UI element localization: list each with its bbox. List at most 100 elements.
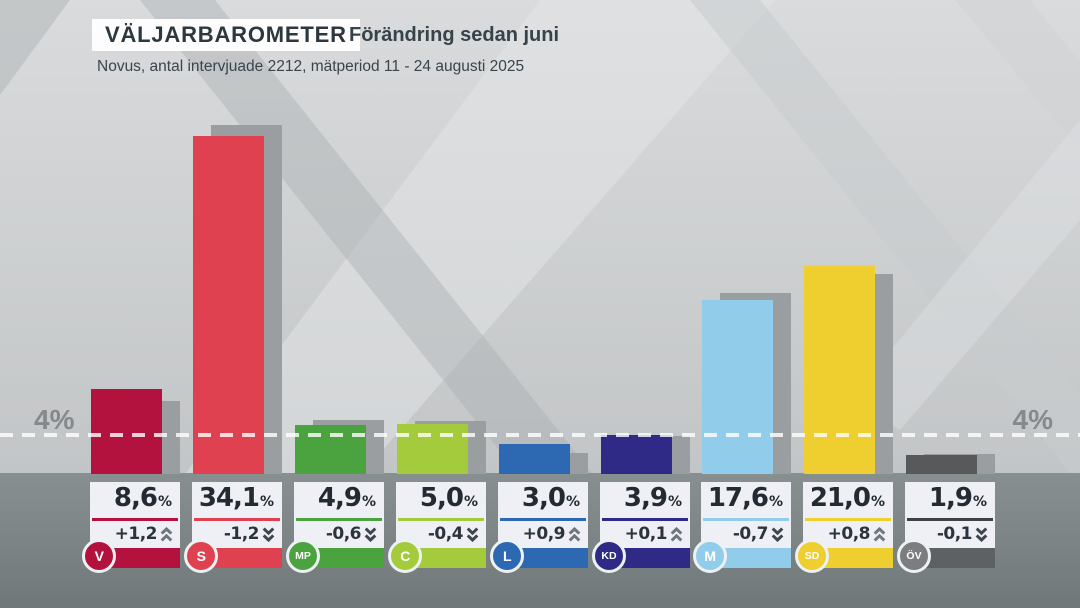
value-row: 4,9%	[298, 483, 376, 513]
party-group-S: 34,1% -1,2 S	[184, 0, 282, 608]
party-color-divider	[194, 518, 280, 521]
party-color-divider	[92, 518, 178, 521]
party-group-KD: 3,9% +0,1 KD	[592, 0, 690, 608]
chevron-double-up-icon	[568, 526, 581, 541]
value-row: 8,6%	[94, 483, 172, 513]
percent-sign: %	[870, 494, 885, 510]
percent-sign: %	[667, 494, 682, 510]
value-card: 1,9% -0,1	[905, 482, 995, 548]
party-bar-M	[702, 300, 773, 474]
change-label: -0,6	[325, 524, 362, 544]
value-label: 3,9	[623, 483, 668, 513]
value-label: 34,1	[198, 483, 260, 513]
party-badge-MP: MP	[286, 539, 320, 573]
source-line: Novus, antal intervjuade 2212, mätperiod…	[97, 58, 525, 75]
change-row: +1,2	[94, 521, 173, 547]
value-row: 3,9%	[604, 483, 682, 513]
party-badge-ÖV: ÖV	[897, 539, 931, 573]
change-label: +1,2	[114, 524, 158, 544]
change-label: +0,1	[624, 524, 668, 544]
value-card: 21,0% +0,8	[803, 482, 893, 548]
change-row: -0,1	[909, 521, 988, 547]
party-badge-V: V	[82, 539, 116, 573]
value-card: 3,0% +0,9	[498, 482, 588, 548]
party-bar-C	[397, 424, 468, 474]
value-label: 3,0	[521, 483, 566, 513]
party-color-divider	[602, 518, 688, 521]
title-box: VÄLJARBAROMETER	[92, 19, 360, 51]
percent-sign: %	[768, 494, 783, 510]
percent-sign: %	[565, 494, 580, 510]
party-group-C: 5,0% -0,4 C	[388, 0, 486, 608]
party-group-V: 8,6% +1,2 V	[82, 0, 180, 608]
change-row: -1,2	[196, 521, 275, 547]
value-card: 17,6% -0,7	[701, 482, 791, 548]
change-label: +0,8	[827, 524, 871, 544]
threshold-line-4pct	[0, 433, 1080, 437]
party-bar-V	[91, 389, 162, 474]
page-title: VÄLJARBAROMETER	[105, 22, 347, 47]
threshold-label-left: 4%	[34, 404, 75, 435]
chevron-double-down-icon	[975, 527, 988, 542]
value-row: 21,0%	[807, 483, 885, 513]
change-label: -0,1	[936, 524, 973, 544]
value-label: 8,6	[113, 483, 158, 513]
party-group-L: 3,0% +0,9 L	[490, 0, 588, 608]
change-row: -0,7	[705, 521, 784, 547]
value-label: 4,9	[317, 483, 362, 513]
party-group-M: 17,6% -0,7 M	[693, 0, 791, 608]
party-badge-SD: SD	[795, 539, 829, 573]
party-bar-S	[193, 136, 264, 474]
value-label: 21,0	[809, 483, 871, 513]
value-label: 1,9	[928, 483, 973, 513]
value-label: 17,6	[707, 483, 769, 513]
percent-sign: %	[259, 494, 274, 510]
chevron-double-down-icon	[466, 527, 479, 542]
change-label: +0,9	[522, 524, 566, 544]
percent-sign: %	[157, 494, 172, 510]
party-bar-SD	[804, 266, 875, 474]
change-label: -0,7	[732, 524, 769, 544]
change-row: +0,8	[807, 521, 886, 547]
value-card: 4,9% -0,6	[294, 482, 384, 548]
chevron-double-up-icon	[160, 526, 173, 541]
percent-sign: %	[361, 494, 376, 510]
value-row: 34,1%	[196, 483, 274, 513]
value-card: 8,6% +1,2	[90, 482, 180, 548]
value-row: 3,0%	[502, 483, 580, 513]
party-badge-KD: KD	[592, 539, 626, 573]
value-label: 5,0	[419, 483, 464, 513]
party-badge-M: M	[693, 539, 727, 573]
threshold-label-right: 4%	[1012, 404, 1053, 435]
chevron-double-down-icon	[364, 527, 377, 542]
party-bar-L	[499, 444, 570, 474]
value-row: 5,0%	[400, 483, 478, 513]
value-card: 3,9% +0,1	[600, 482, 690, 548]
value-card: 5,0% -0,4	[396, 482, 486, 548]
change-label: -0,4	[427, 524, 464, 544]
change-label: -1,2	[223, 524, 260, 544]
party-color-divider	[398, 518, 484, 521]
change-row: +0,1	[604, 521, 683, 547]
party-bar-KD	[601, 435, 672, 474]
change-row: -0,4	[400, 521, 479, 547]
party-color-divider	[805, 518, 891, 521]
value-row: 17,6%	[705, 483, 783, 513]
change-row: +0,9	[502, 521, 581, 547]
chevron-double-up-icon	[873, 526, 886, 541]
party-color-divider	[500, 518, 586, 521]
party-color-divider	[296, 518, 382, 521]
party-group-SD: 21,0% +0,8 SD	[795, 0, 893, 608]
title-tagline: Förändring sedan juni	[349, 23, 560, 46]
percent-sign: %	[972, 494, 987, 510]
value-card: 34,1% -1,2	[192, 482, 282, 548]
party-group-ÖV: 1,9% -0,1 ÖV	[897, 0, 995, 608]
change-row: -0,6	[298, 521, 377, 547]
party-badge-L: L	[490, 539, 524, 573]
party-color-divider	[703, 518, 789, 521]
chevron-double-down-icon	[262, 527, 275, 542]
party-badge-C: C	[388, 539, 422, 573]
chevron-double-up-icon	[670, 526, 683, 541]
